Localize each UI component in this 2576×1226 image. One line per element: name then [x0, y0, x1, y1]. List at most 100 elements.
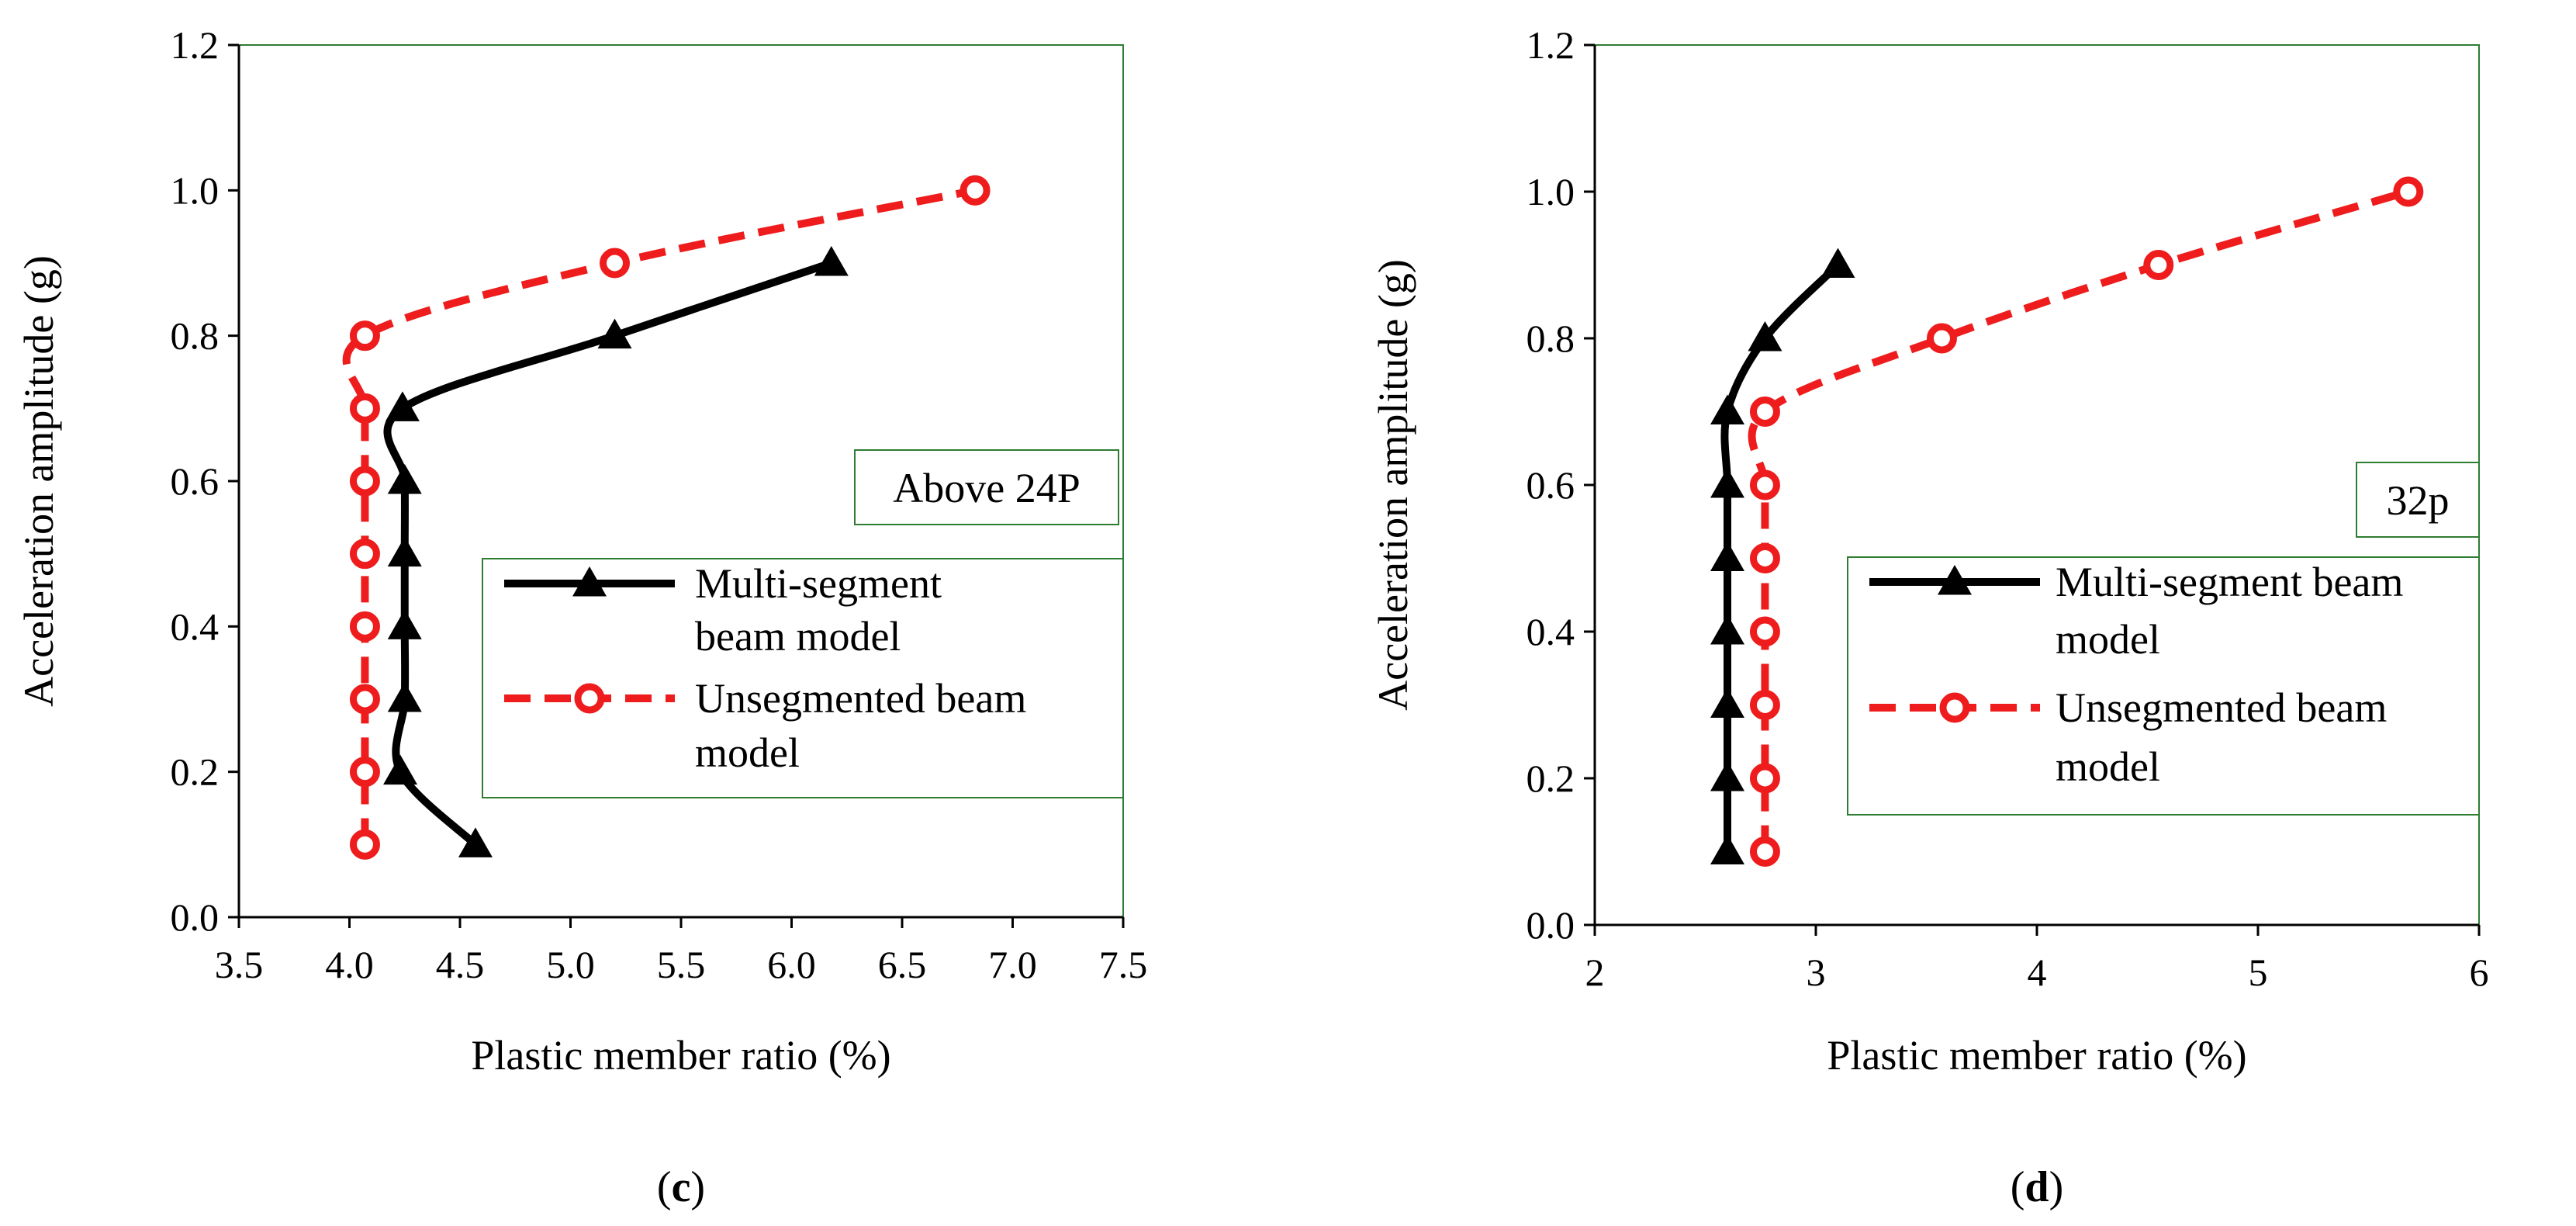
y-tick-label: 0.2 — [171, 750, 220, 794]
annotation-label: 32p — [2387, 477, 2450, 524]
x-tick-label: 2 — [1585, 951, 1605, 994]
series-multi-segment — [1710, 248, 1855, 864]
x-tick-label: 3 — [1807, 951, 1826, 994]
legend: Multi-segment beam model Unsegmented beam m… — [1847, 556, 2480, 816]
data-point — [1749, 543, 1780, 573]
y-tick-label: 0.4 — [171, 604, 220, 648]
data-point — [387, 609, 422, 639]
chart-panel-d: 0.0 0.2 0.4 0.6 0.8 1.0 1.2 2 3 4 5 6 Plastic member… — [1370, 23, 2489, 1211]
legend-box — [482, 558, 1124, 798]
x-tick-label: 7.0 — [988, 943, 1037, 986]
legend-swatch-marker — [1939, 692, 1970, 723]
data-point — [2393, 176, 2424, 207]
y-tick-label: 1.0 — [1527, 170, 1575, 213]
data-point — [349, 611, 380, 642]
data-point — [387, 682, 422, 712]
y-tick-label: 0.4 — [1527, 610, 1575, 653]
y-axis-title: Acceleration amplitude (g) — [1370, 259, 1416, 711]
legend-label: beam model — [695, 613, 901, 660]
data-point — [349, 684, 380, 715]
x-tick-label: 4 — [2028, 951, 2047, 994]
legend-box — [1847, 556, 2480, 816]
data-point — [2143, 250, 2174, 280]
data-point — [349, 829, 380, 860]
data-point — [814, 246, 849, 276]
x-axis-title: Plastic member ratio (%) — [1827, 1032, 2246, 1079]
data-point — [1749, 836, 1780, 867]
data-point — [1749, 763, 1780, 794]
legend-swatch-marker — [574, 683, 605, 714]
y-tick-label: 0.6 — [171, 459, 220, 503]
y-tick-label: 0.0 — [171, 895, 220, 939]
annotation-label: Above 24P — [893, 465, 1081, 511]
data-point — [1749, 616, 1780, 647]
series-unsegmented — [1748, 176, 2424, 867]
data-point — [385, 391, 420, 421]
y-tick-label: 0.6 — [1527, 463, 1575, 507]
annotation-box — [2356, 462, 2480, 538]
data-point — [1749, 690, 1780, 720]
data-point — [600, 248, 630, 279]
data-point — [349, 757, 380, 788]
data-point — [383, 754, 418, 785]
data-point — [960, 175, 991, 206]
legend-label: model — [2056, 616, 2160, 663]
chart-panel-c: 0.0 0.2 0.4 0.6 0.8 1.0 1.2 3.5 4.0 4.5 5.0 5.5 6.0 6… — [16, 23, 1147, 1211]
data-point — [1748, 321, 1782, 352]
legend-label: Unsegmented beam — [695, 675, 1026, 722]
x-tick-label: 6.5 — [878, 943, 927, 986]
data-point — [1749, 469, 1780, 500]
y-tick-label: 1.2 — [171, 23, 220, 67]
x-tick-label: 4.5 — [436, 943, 485, 986]
x-tick-label: 6.0 — [767, 943, 816, 986]
x-tick-label: 3.5 — [215, 943, 264, 986]
data-point — [349, 393, 380, 424]
x-axis-title: Plastic member ratio (%) — [471, 1032, 890, 1079]
legend-label: Multi-segment — [695, 560, 942, 607]
data-point — [458, 827, 493, 857]
data-point — [1710, 761, 1744, 791]
data-point — [1710, 541, 1744, 571]
y-tick-label: 1.0 — [171, 168, 220, 212]
legend-label: model — [2056, 743, 2160, 790]
annotation-box — [854, 449, 1119, 525]
data-point — [387, 536, 422, 567]
legend-swatch-marker — [572, 566, 607, 597]
panel-label: (d) — [2011, 1163, 2063, 1211]
data-point — [1710, 394, 1744, 424]
y-tick-label: 0.8 — [1527, 317, 1575, 360]
y-tick-label: 0.2 — [1527, 757, 1575, 800]
data-point — [1926, 323, 1957, 354]
data-point — [349, 539, 380, 570]
y-axis-title: Acceleration amplitude (g) — [16, 255, 62, 707]
panel-label-letter: d — [2024, 1163, 2049, 1211]
x-tick-label: 5 — [2249, 951, 2268, 994]
data-point — [1710, 468, 1744, 498]
legend-label: Multi-segment beam — [2056, 559, 2403, 605]
x-tick-label: 5.0 — [546, 943, 595, 986]
data-point — [1710, 834, 1744, 864]
y-tick-label: 0.8 — [171, 314, 220, 358]
data-point — [597, 318, 632, 349]
x-tick-label: 7.5 — [1099, 943, 1148, 986]
x-tick-label: 4.0 — [325, 943, 374, 986]
x-tick-label: 6 — [2470, 951, 2489, 994]
series-unsegmented — [342, 175, 991, 860]
y-tick-label: 1.2 — [1527, 23, 1575, 67]
data-point — [349, 320, 380, 352]
data-point — [349, 466, 380, 497]
legend-swatch-marker — [1938, 565, 1972, 595]
x-tick-label: 5.5 — [657, 943, 706, 986]
y-tick-label: 0.0 — [1527, 903, 1575, 947]
data-point — [387, 464, 422, 494]
legend-label: model — [695, 729, 800, 776]
data-point — [1749, 397, 1780, 427]
data-point — [1710, 615, 1744, 645]
data-point — [1710, 687, 1744, 718]
panel-label: (c) — [657, 1163, 705, 1211]
data-point — [1820, 248, 1855, 278]
legend: Multi-segment beam model Unsegmented beam m… — [482, 558, 1124, 798]
legend-label: Unsegmented beam — [2056, 684, 2387, 731]
series-multi-segment — [383, 246, 849, 857]
